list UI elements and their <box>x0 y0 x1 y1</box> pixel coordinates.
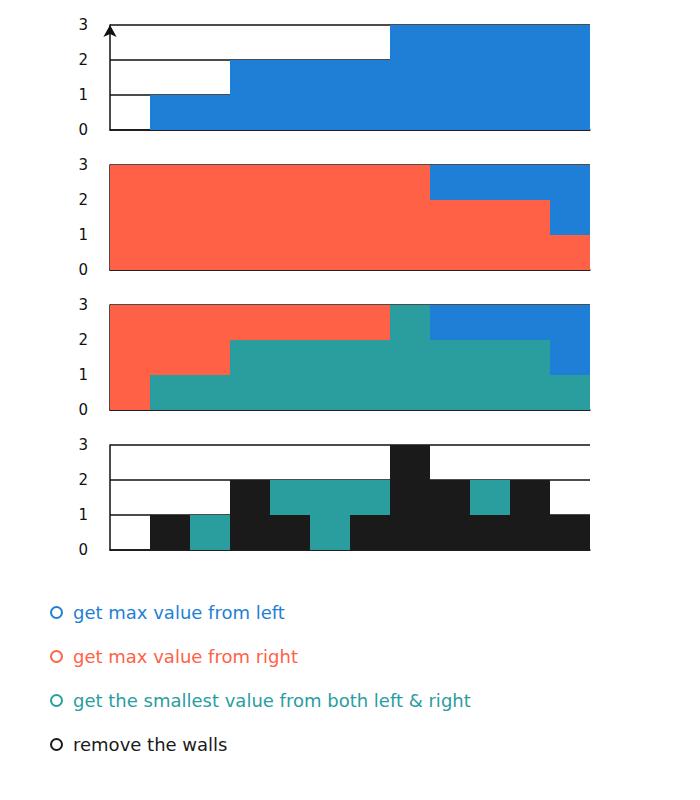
svg-text:0: 0 <box>78 401 88 419</box>
svg-text:0: 0 <box>78 121 88 139</box>
html-text:get max value from right: get max value from right <box>73 645 298 667</box>
svg-text:1: 1 <box>78 86 88 104</box>
svg-text:1: 1 <box>78 226 88 244</box>
svg-text:3: 3 <box>78 16 88 34</box>
svg-text:0: 0 <box>78 261 88 279</box>
svg-text:1: 1 <box>78 366 88 384</box>
svg-text:2: 2 <box>78 331 88 349</box>
svg-text:3: 3 <box>78 296 88 314</box>
svg-text:3: 3 <box>78 436 88 454</box>
svg-text:2: 2 <box>78 51 88 69</box>
html-text:get max value from left: get max value from left <box>73 601 285 623</box>
svg-text:0: 0 <box>78 541 88 559</box>
html-text:remove the walls: remove the walls <box>73 733 228 755</box>
svg-text:2: 2 <box>78 471 88 489</box>
svg-text:2: 2 <box>78 191 88 209</box>
html-text:get the smallest value from bo: get the smallest value from both left & … <box>73 689 471 711</box>
svg-text:1: 1 <box>78 506 88 524</box>
svg-text:3: 3 <box>78 156 88 174</box>
